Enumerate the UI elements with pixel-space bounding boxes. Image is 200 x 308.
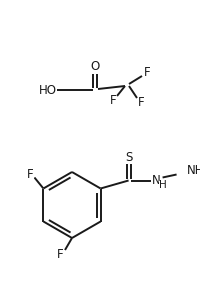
Text: N: N (151, 174, 160, 187)
Text: F: F (56, 249, 63, 261)
Text: F: F (143, 66, 150, 79)
Text: F: F (27, 168, 34, 181)
Text: HO: HO (39, 83, 57, 96)
Text: H: H (158, 180, 166, 191)
Text: NH₂: NH₂ (186, 164, 200, 177)
Text: F: F (109, 95, 116, 107)
Text: O: O (90, 60, 99, 74)
Text: S: S (124, 151, 132, 164)
Text: F: F (137, 96, 144, 110)
